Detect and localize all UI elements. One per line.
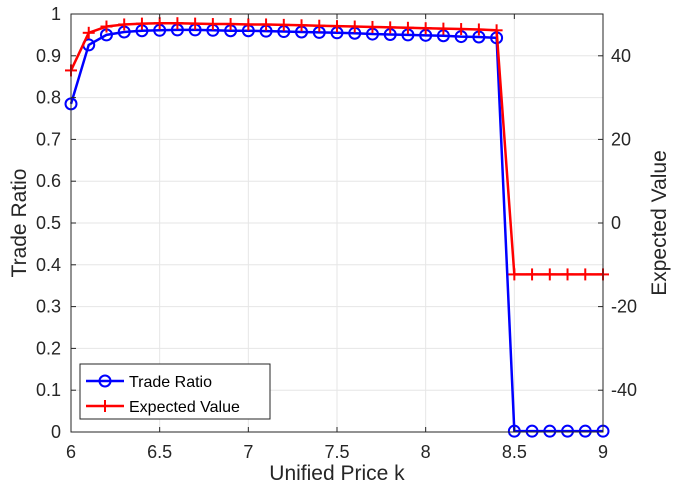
data-point-expected-value <box>366 20 379 33</box>
data-point-expected-value <box>384 21 397 34</box>
data-point-expected-value <box>100 20 113 33</box>
data-point-expected-value <box>135 17 148 30</box>
y-left-tick-label: 0.9 <box>36 46 61 66</box>
data-point-expected-value <box>419 22 432 35</box>
x-tick-label: 8.5 <box>502 442 527 462</box>
data-point-expected-value <box>543 268 556 281</box>
series-expected-value <box>65 17 609 281</box>
data-point-expected-value <box>206 18 219 31</box>
data-point-expected-value <box>313 19 326 32</box>
y-left-tick-label: 0 <box>51 422 61 442</box>
data-point-trade-ratio <box>525 424 539 438</box>
x-axis-title: Unified Price k <box>269 462 405 485</box>
data-point-expected-value <box>153 17 166 30</box>
data-point-trade-ratio <box>561 424 575 438</box>
data-point-expected-value <box>277 18 290 31</box>
y-left-tick-label: 0.7 <box>36 129 61 149</box>
data-point-trade-ratio <box>578 424 592 438</box>
x-axis: 6 6.5 7 7.5 8 8.5 9 <box>66 14 608 462</box>
y-right-tick-label: -20 <box>611 297 637 317</box>
legend-label-expected-value: Expected Value <box>129 399 240 416</box>
legend-marker-trade-ratio <box>98 374 112 388</box>
data-point-expected-value <box>490 24 503 37</box>
x-tick-label: 8 <box>421 442 431 462</box>
y-left-tick-label: 0.5 <box>36 213 61 233</box>
y-right-tick-label: 20 <box>611 129 631 149</box>
data-point-expected-value <box>526 268 539 281</box>
y-right-tick-label: -40 <box>611 380 637 400</box>
y-left-tick-label: 0.4 <box>36 255 61 275</box>
data-point-expected-value <box>295 19 308 32</box>
data-point-trade-ratio <box>507 424 521 438</box>
y-left-tick-label: 0.8 <box>36 88 61 108</box>
legend-label-trade-ratio: Trade Ratio <box>129 374 212 391</box>
y-right-tick-label: 0 <box>611 213 621 233</box>
y-axis-right-title: Expected Value <box>648 150 671 296</box>
x-tick-label: 6 <box>66 442 76 462</box>
x-tick-label: 7.5 <box>324 442 349 462</box>
data-point-expected-value <box>455 23 468 36</box>
data-point-expected-value <box>118 18 131 31</box>
data-point-expected-value <box>401 21 414 34</box>
data-point-expected-value <box>508 268 521 281</box>
y-left-tick-label: 0.1 <box>36 380 61 400</box>
data-point-expected-value <box>82 26 95 39</box>
y-left-tick-label: 0.6 <box>36 171 61 191</box>
data-point-expected-value <box>242 18 255 31</box>
legend-marker-expected-value <box>99 400 111 412</box>
y-axis-left-title: Trade Ratio <box>8 169 31 278</box>
data-point-expected-value <box>171 17 184 30</box>
y-axis-left: 0 0.1 0.2 0.3 0.4 0.5 0.6 0.7 0.8 0.9 1 <box>36 4 76 442</box>
legend: Trade Ratio Expected Value <box>79 363 271 420</box>
x-tick-label: 7 <box>243 442 253 462</box>
y-left-tick-label: 0.3 <box>36 297 61 317</box>
x-tick-label: 9 <box>598 442 608 462</box>
data-point-expected-value <box>472 23 485 36</box>
data-point-expected-value <box>561 268 574 281</box>
data-point-expected-value <box>189 17 202 30</box>
data-point-expected-value <box>348 20 361 33</box>
legend-entry-trade-ratio: Trade Ratio <box>86 374 212 391</box>
y-right-tick-label: 40 <box>611 46 631 66</box>
legend-box <box>79 363 271 420</box>
data-point-expected-value <box>260 18 273 31</box>
data-point-trade-ratio <box>543 424 557 438</box>
data-point-expected-value <box>331 20 343 33</box>
y-axis-right: -40 -20 0 20 40 <box>598 46 637 400</box>
data-point-expected-value <box>579 268 592 281</box>
y-left-tick-label: 0.2 <box>36 338 61 358</box>
y-left-tick-label: 1 <box>51 4 61 24</box>
legend-entry-expected-value: Expected Value <box>86 399 240 416</box>
data-point-expected-value <box>224 18 237 31</box>
x-tick-label: 6.5 <box>147 442 172 462</box>
data-point-expected-value <box>437 22 450 35</box>
